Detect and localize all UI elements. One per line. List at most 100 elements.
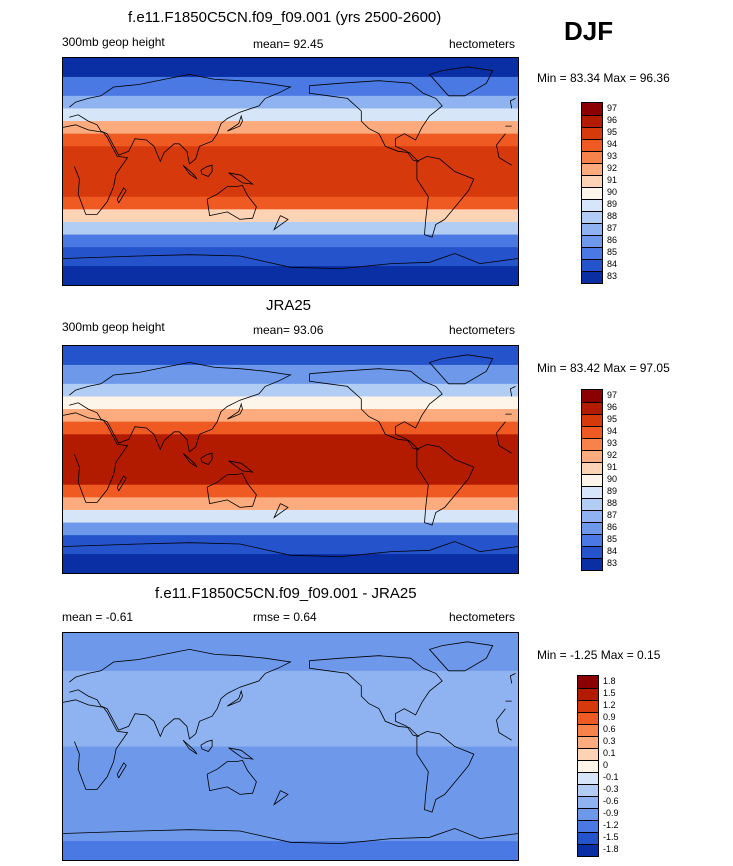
colorbar-swatch xyxy=(582,534,602,546)
colorbar-swatch xyxy=(582,163,602,175)
colorbar-tick-label: -0.3 xyxy=(603,784,619,794)
panel-3-map xyxy=(62,632,519,861)
panel-3-units-label: hectometers xyxy=(449,610,516,624)
colorbar-tick-label: 0 xyxy=(603,760,609,770)
contour-band xyxy=(63,108,518,122)
contour-band xyxy=(63,670,518,685)
colorbar-swatch xyxy=(582,199,602,211)
panel-3-minmax: Min = -1.25 Max = 0.15 xyxy=(537,648,661,662)
panel-1-minmax: Min = 83.34 Max = 96.36 xyxy=(537,71,670,85)
panel-3-title: f.e11.F1850C5CN.f09_f09.001 - JRA25 xyxy=(155,585,417,602)
panel-3-rmse-label: rmse = 0.64 xyxy=(253,610,317,624)
coastline xyxy=(116,187,127,204)
colorbar-swatch xyxy=(582,103,602,115)
colorbar-swatch xyxy=(582,187,602,199)
contour-band xyxy=(63,434,518,448)
contour-band xyxy=(63,247,518,267)
contour-band xyxy=(63,796,518,811)
coastline xyxy=(509,98,516,109)
contour-band xyxy=(63,696,518,710)
panel-1-title: f.e11.F1850C5CN.f09_f09.001 (yrs 2500-26… xyxy=(128,9,442,26)
contour-band xyxy=(63,184,518,198)
colorbar-swatch xyxy=(582,510,602,522)
panel-2-colorbar: 97 96 95 94 93 92 91 90 89 88 87 86 85 84 83 xyxy=(581,389,617,571)
contour-band xyxy=(63,522,518,536)
colorbar-tick-label: 85 xyxy=(607,534,618,544)
panel-3-mean-label: mean = -0.61 xyxy=(62,610,134,624)
contour-band xyxy=(63,133,518,147)
colorbar-swatch xyxy=(582,235,602,247)
contour-band xyxy=(63,446,518,461)
coastline xyxy=(273,503,289,519)
colorbar-tick-label: -0.6 xyxy=(603,796,619,806)
coastline xyxy=(228,172,254,185)
coastline xyxy=(206,472,257,508)
contour-band xyxy=(63,721,518,735)
contour-band xyxy=(63,396,518,410)
contour-band xyxy=(63,633,518,653)
colorbar-swatch xyxy=(578,700,598,712)
contour-band xyxy=(63,759,518,773)
colorbar-tick-label: 83 xyxy=(607,558,618,568)
colorbar-swatch xyxy=(582,139,602,151)
contour-band xyxy=(63,746,518,760)
coastline xyxy=(416,730,475,813)
coastline xyxy=(200,164,213,177)
colorbar-swatch xyxy=(582,247,602,259)
colorbar-swatch xyxy=(582,426,602,438)
colorbar-tick-label: 97 xyxy=(607,103,618,113)
colorbar-swatch xyxy=(582,498,602,510)
colorbar-tick-label: 96 xyxy=(607,402,618,412)
colorbar-swatch xyxy=(582,414,602,426)
coastline xyxy=(63,828,518,845)
colorbar-swatch xyxy=(578,796,598,808)
contour-band xyxy=(63,158,518,173)
contour-band xyxy=(63,509,518,524)
colorbar-swatch xyxy=(578,676,598,688)
contour-band xyxy=(63,421,518,435)
colorbar-tick-label: 84 xyxy=(607,546,618,556)
coastline xyxy=(206,759,257,795)
colorbar-tick-label: 91 xyxy=(607,462,618,472)
coastline xyxy=(428,354,494,385)
coastline xyxy=(200,739,213,752)
colorbar-swatch xyxy=(582,271,602,283)
coastline xyxy=(416,443,475,526)
coastline xyxy=(200,452,213,465)
colorbar-tick-label: -1.8 xyxy=(603,844,619,854)
contour-band xyxy=(63,535,518,555)
coastline xyxy=(63,412,512,503)
colorbar-swatch xyxy=(578,688,598,700)
colorbar-tick-label: 91 xyxy=(607,175,618,185)
colorbar-tick-label: 92 xyxy=(607,450,618,460)
colorbar-tick-label: 1.5 xyxy=(603,688,616,698)
colorbar-swatch xyxy=(578,712,598,724)
colorbar-tick-label: 1.2 xyxy=(603,700,616,710)
colorbar-tick-label: 90 xyxy=(607,474,618,484)
colorbar-swatch xyxy=(578,772,598,784)
coastline xyxy=(227,114,243,132)
panel-1-mean-label: mean= 92.45 xyxy=(253,37,324,51)
contour-band xyxy=(63,346,518,366)
contour-band xyxy=(63,771,518,785)
colorbar-swatch xyxy=(582,462,602,474)
colorbar-tick-label: 86 xyxy=(607,522,618,532)
colorbar-tick-label: 94 xyxy=(607,139,618,149)
colorbar-swatch xyxy=(582,127,602,139)
coastline xyxy=(309,655,443,738)
panel-1-map xyxy=(62,57,519,286)
colorbar-tick-label: 90 xyxy=(607,187,618,197)
contour-band xyxy=(63,822,518,842)
season-label: DJF xyxy=(564,16,614,46)
colorbar-swatch xyxy=(578,820,598,832)
colorbar-swatch xyxy=(578,760,598,772)
colorbar-tick-label: 94 xyxy=(607,426,618,436)
contour-band xyxy=(63,121,518,135)
colorbar-swatch xyxy=(582,546,602,558)
colorbar-swatch xyxy=(578,724,598,736)
coastline xyxy=(69,648,512,740)
contour-band xyxy=(63,784,518,798)
colorbar-tick-label: 0.1 xyxy=(603,748,616,758)
coastline xyxy=(273,215,289,231)
panel-1-colorbar: 97 96 95 94 93 92 91 90 89 88 87 86 85 84 83 xyxy=(581,102,617,284)
